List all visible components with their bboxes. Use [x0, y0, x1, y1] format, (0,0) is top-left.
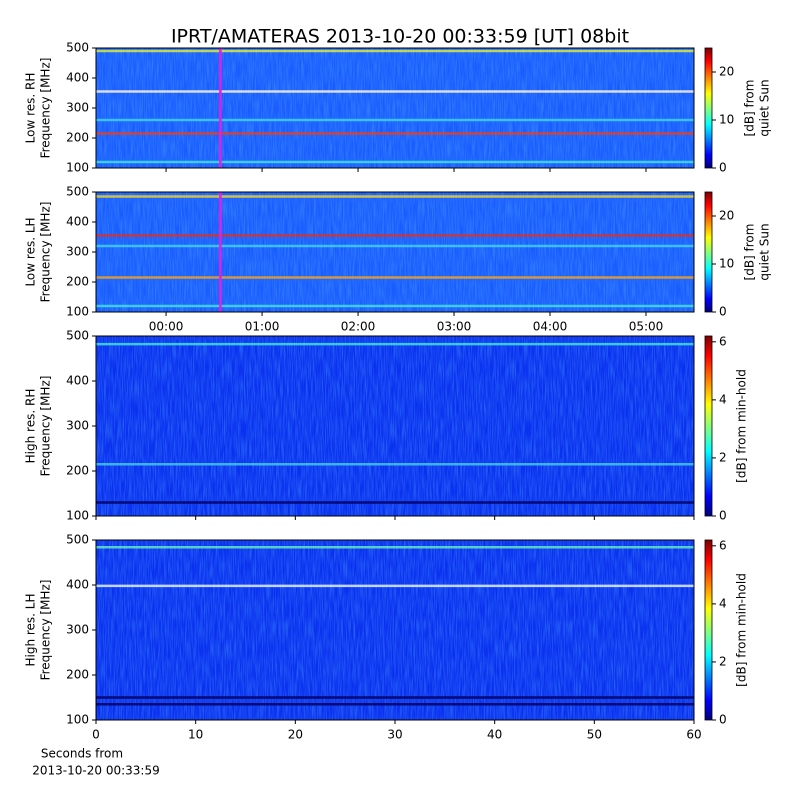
colorbar-tick-label: 0	[719, 161, 727, 175]
colorbar-label: quiet Sun	[758, 79, 772, 136]
y-axis-label: Low res. RH	[24, 73, 38, 144]
colorbar-tick-label: 2	[719, 450, 727, 464]
x-tick-label: 02:00	[341, 320, 376, 334]
spectrogram-texture	[96, 540, 694, 720]
x-axis-label: 2013-10-20 00:33:59	[32, 764, 159, 778]
y-tick-label: 500	[66, 533, 89, 547]
colorbar-tick-label: 2	[719, 654, 727, 668]
spectrogram-texture	[96, 336, 694, 516]
colorbar-tick-label: 0	[719, 509, 727, 523]
colorbar-label: [dB] from	[743, 224, 757, 281]
colorbar	[704, 191, 713, 313]
x-tick-label: 01:00	[245, 320, 280, 334]
y-tick-label: 100	[66, 161, 89, 175]
x-tick-label: 40	[487, 728, 502, 742]
colorbar-tick-label: 10	[719, 113, 734, 127]
chart-title: IPRT/AMATERAS 2013-10-20 00:33:59 [UT] 0…	[171, 26, 629, 48]
colorbar-tick-label: 4	[719, 392, 727, 406]
y-axis-label: High res. RH	[24, 389, 38, 464]
x-tick-label: 50	[587, 728, 602, 742]
spectrogram-texture	[96, 48, 694, 168]
colorbar	[704, 335, 713, 517]
y-tick-label: 400	[66, 374, 89, 388]
y-tick-label: 200	[66, 668, 89, 682]
y-axis-label: Low res. LH	[24, 217, 38, 286]
y-tick-label: 500	[66, 329, 89, 343]
y-tick-label: 300	[66, 419, 89, 433]
y-tick-label: 300	[66, 245, 89, 259]
colorbar	[704, 47, 713, 169]
y-axis-label: Frequency [MHz]	[39, 58, 53, 159]
x-tick-label: 04:00	[533, 320, 568, 334]
y-tick-label: 200	[66, 275, 89, 289]
x-tick-label: 10	[188, 728, 203, 742]
colorbar-tick-label: 10	[719, 257, 734, 271]
y-tick-label: 100	[66, 305, 89, 319]
y-axis-label: Frequency [MHz]	[39, 376, 53, 477]
colorbar-tick-label: 6	[719, 538, 727, 552]
y-tick-label: 500	[66, 41, 89, 55]
y-tick-label: 400	[66, 215, 89, 229]
x-axis-label: Seconds from	[41, 747, 123, 761]
y-tick-label: 100	[66, 509, 89, 523]
colorbar-label: quiet Sun	[758, 223, 772, 280]
x-tick-label: 00:00	[149, 320, 184, 334]
x-tick-label: 05:00	[629, 320, 664, 334]
colorbar-label: [dB] from	[743, 80, 757, 137]
colorbar-tick-label: 20	[719, 65, 734, 79]
x-tick-label: 60	[686, 728, 701, 742]
y-axis-label: Frequency [MHz]	[39, 202, 53, 303]
y-tick-label: 200	[66, 464, 89, 478]
colorbar-tick-label: 6	[719, 334, 727, 348]
colorbar-tick-label: 0	[719, 713, 727, 727]
x-tick-label: 03:00	[437, 320, 472, 334]
y-axis-label: High res. LH	[24, 593, 38, 666]
x-tick-label: 20	[288, 728, 303, 742]
y-tick-label: 200	[66, 131, 89, 145]
y-axis-label: Frequency [MHz]	[39, 580, 53, 681]
spectrogram-texture	[96, 192, 694, 312]
y-tick-label: 400	[66, 578, 89, 592]
y-tick-label: 400	[66, 71, 89, 85]
y-tick-label: 300	[66, 101, 89, 115]
colorbar-label: [dB] from min-hold	[735, 573, 749, 687]
y-tick-label: 300	[66, 623, 89, 637]
x-tick-label: 0	[92, 728, 100, 742]
colorbar-label: [dB] from min-hold	[735, 369, 749, 483]
x-tick-label: 30	[387, 728, 402, 742]
y-tick-label: 500	[66, 185, 89, 199]
colorbar-tick-label: 4	[719, 596, 727, 610]
y-tick-label: 100	[66, 713, 89, 727]
colorbar	[704, 539, 713, 721]
colorbar-tick-label: 0	[719, 305, 727, 319]
colorbar-tick-label: 20	[719, 209, 734, 223]
